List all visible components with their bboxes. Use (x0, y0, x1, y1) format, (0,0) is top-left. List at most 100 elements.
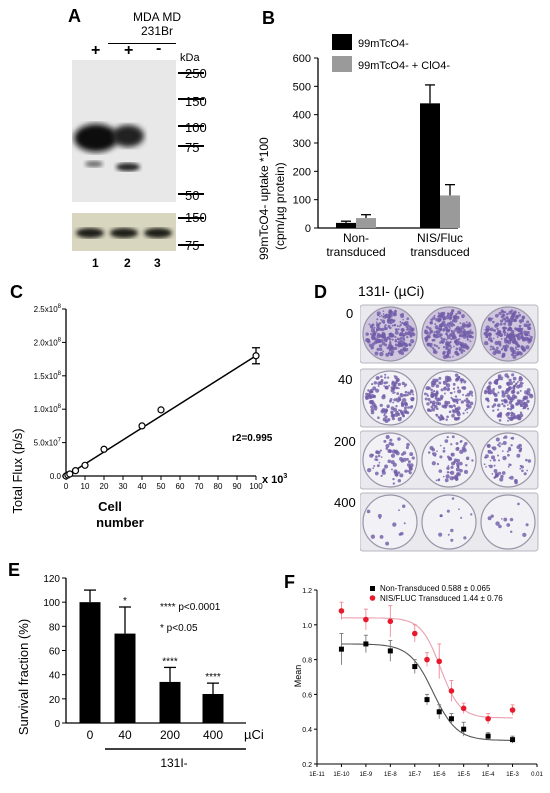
colony (460, 380, 463, 383)
colony (380, 318, 382, 321)
colony (425, 325, 429, 329)
colony (436, 462, 440, 466)
colony (487, 450, 490, 452)
colony (446, 387, 451, 392)
colony (428, 327, 432, 331)
colony (402, 318, 404, 321)
colony (456, 472, 460, 476)
colony (380, 474, 383, 477)
colony (427, 386, 431, 390)
colony (466, 337, 469, 340)
colony (372, 386, 377, 391)
colony (446, 455, 450, 459)
colony (411, 456, 415, 460)
colony (528, 334, 531, 337)
c-point (66, 470, 74, 478)
colony (450, 313, 453, 316)
colony (456, 401, 459, 405)
colony (375, 388, 380, 393)
colony (391, 324, 394, 327)
colony (526, 399, 530, 404)
colony (398, 325, 401, 328)
colony (381, 469, 385, 473)
colony (492, 409, 495, 412)
colony (503, 326, 507, 330)
colony (471, 335, 474, 339)
colony (465, 321, 468, 323)
colony (515, 314, 519, 318)
colony (372, 467, 375, 470)
colony (450, 329, 453, 332)
colony (440, 397, 444, 400)
colony (396, 325, 399, 328)
colony (492, 345, 495, 349)
colony (434, 397, 437, 400)
colony (485, 397, 489, 401)
colony (375, 327, 380, 332)
colony (451, 318, 456, 323)
colony (502, 441, 507, 446)
survival-bar-chart: Survival fraction (%) 0 20 40 60 80 100 120 0 4… (16, 574, 264, 770)
colony (387, 448, 392, 453)
f-point-circle (338, 608, 345, 614)
colony (522, 397, 526, 401)
f-point-square (424, 697, 430, 703)
colony (435, 479, 438, 482)
colony (509, 332, 512, 335)
colony (460, 344, 465, 349)
colony (440, 388, 444, 392)
colony (456, 462, 460, 466)
colony (385, 434, 390, 440)
colony (376, 347, 380, 352)
colony (381, 316, 384, 318)
colony (490, 340, 493, 343)
c-xunit: x 103 (262, 473, 287, 486)
colony (517, 327, 522, 332)
lane-sign-2: + (124, 42, 134, 59)
colony (376, 311, 381, 316)
colony (424, 337, 428, 340)
colony (452, 355, 454, 358)
colony (374, 458, 377, 461)
colony (442, 380, 445, 383)
colony (451, 497, 455, 500)
mw-75: 75 (185, 140, 200, 155)
colony (371, 323, 375, 327)
colony (374, 471, 379, 476)
colony (431, 347, 435, 350)
colony (373, 381, 378, 385)
colony (514, 319, 517, 322)
colony (443, 323, 448, 328)
colony (465, 345, 470, 350)
colony (510, 444, 513, 447)
colony (449, 340, 452, 344)
colony (435, 334, 437, 336)
colony (384, 408, 388, 412)
colony (511, 373, 515, 377)
colony (495, 322, 500, 327)
colony (401, 504, 406, 508)
colony (439, 514, 443, 518)
colony (447, 465, 450, 467)
colony (426, 402, 430, 406)
c-point (71, 467, 80, 475)
colony (464, 342, 467, 346)
colony (462, 393, 465, 396)
colony (394, 343, 398, 347)
colony (406, 317, 410, 321)
colony (456, 412, 461, 417)
e-sig-2: * p<0.05 (160, 623, 198, 634)
colony (445, 338, 448, 341)
colony (461, 330, 466, 334)
colony (432, 390, 435, 393)
colony (400, 314, 405, 319)
colony (373, 326, 376, 329)
colony (457, 375, 461, 379)
colony (470, 513, 473, 516)
colony (386, 376, 390, 379)
colony (375, 321, 378, 324)
colony (412, 332, 416, 337)
colony (391, 417, 395, 421)
colony (451, 397, 454, 400)
colony (402, 415, 405, 418)
